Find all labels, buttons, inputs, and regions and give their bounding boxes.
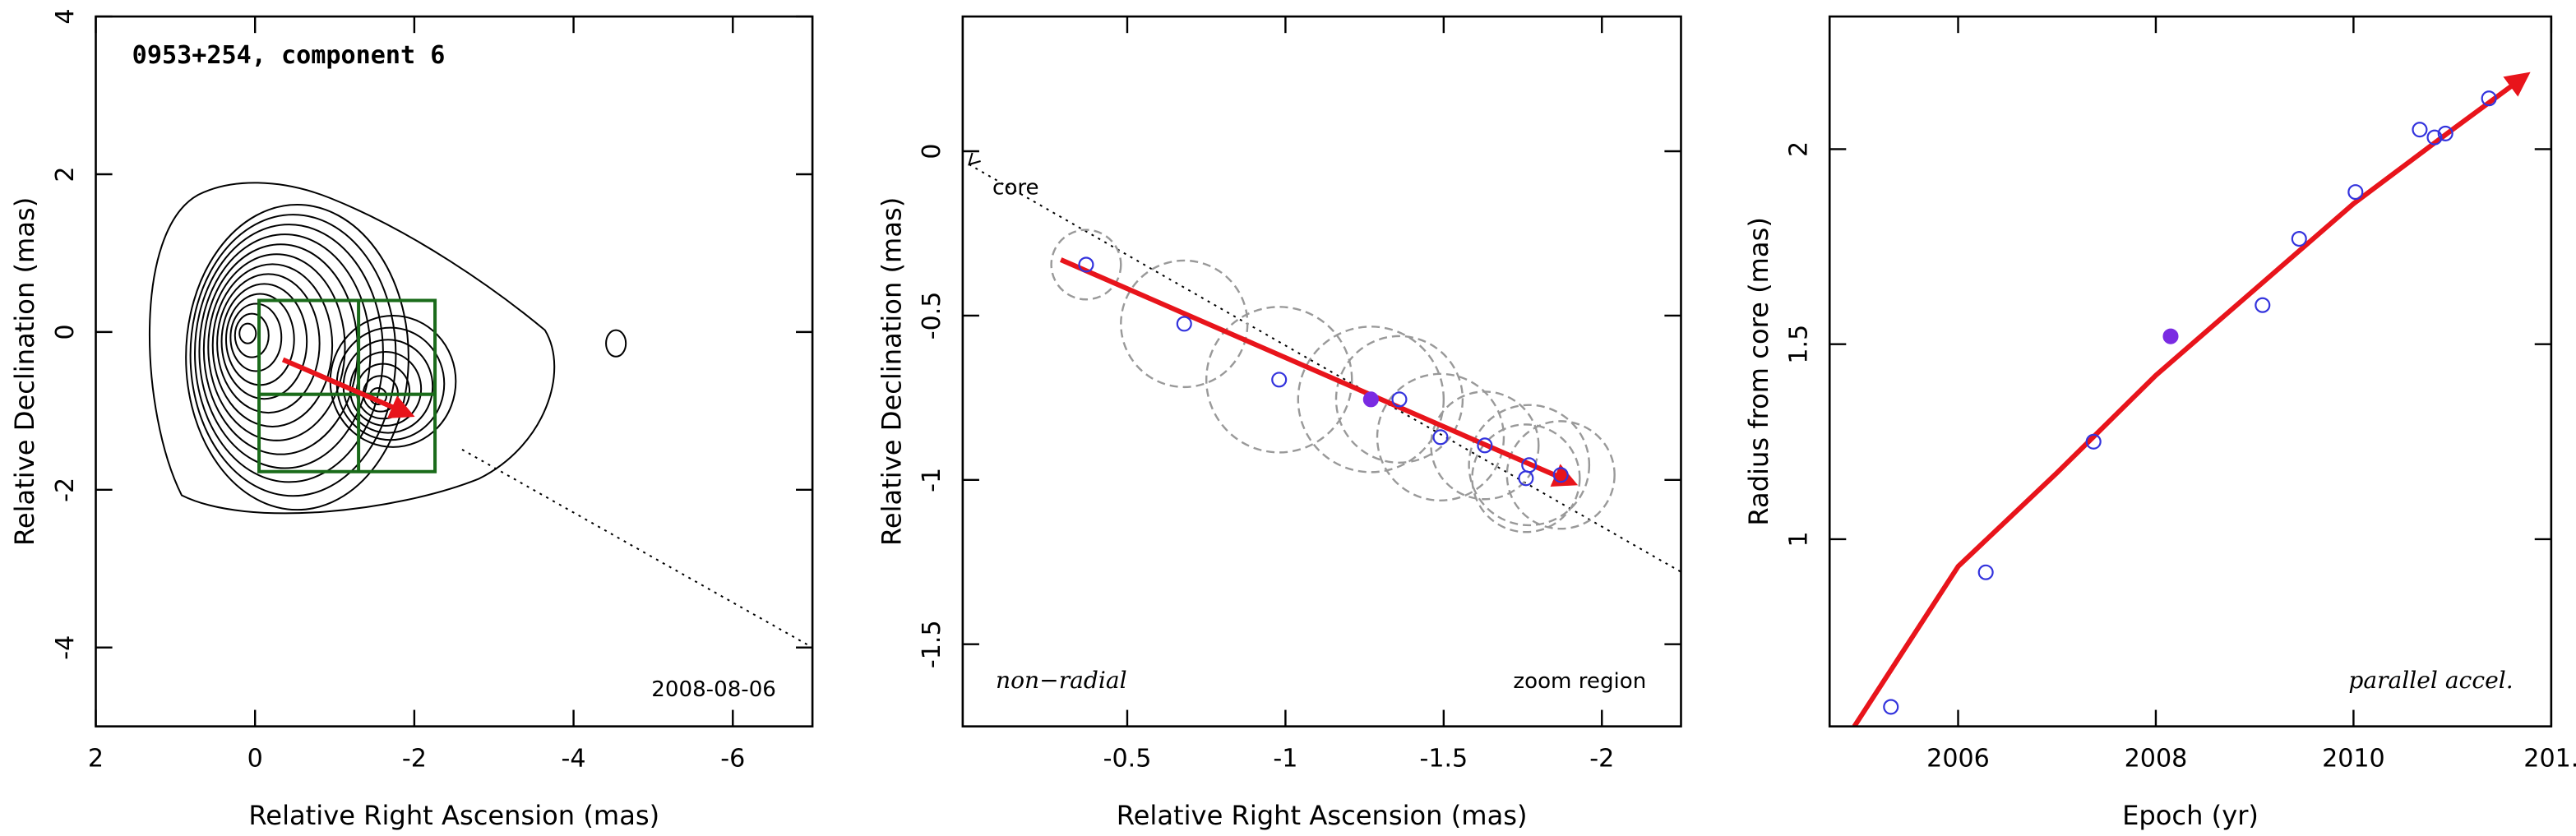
- contour: [148, 182, 556, 515]
- annotation: 2008-08-06: [651, 677, 776, 702]
- data-point: [1518, 470, 1534, 487]
- x-axis-label: Epoch (yr): [2122, 800, 2259, 831]
- data-point: [1271, 372, 1288, 388]
- x-tick-label: -0.5: [1103, 744, 1152, 773]
- error-circle: [1471, 423, 1581, 533]
- y-axis-label: Relative Declination (mas): [9, 197, 40, 546]
- x-tick-label: -1: [1273, 744, 1297, 773]
- data-point: [2162, 328, 2179, 344]
- x-tick-label: -2: [1589, 744, 1614, 773]
- frame: [95, 15, 814, 727]
- error-circle: [1430, 390, 1540, 501]
- error-circle: [1120, 259, 1249, 389]
- core-line: [969, 164, 1681, 573]
- contour: [605, 329, 627, 358]
- x-axis-label: Relative Right Ascension (mas): [248, 800, 659, 831]
- data-point: [1883, 699, 1899, 715]
- y-tick-label: 2: [51, 166, 80, 182]
- x-tick-label: 2006: [1926, 744, 1990, 773]
- data-point: [2347, 184, 2364, 201]
- data-point: [2291, 231, 2307, 247]
- contour: [189, 214, 397, 497]
- y-tick-label: 0: [918, 143, 946, 159]
- y-tick-label: 1: [1785, 531, 1814, 547]
- frame: [961, 15, 1682, 727]
- data-point: [1391, 391, 1408, 408]
- panel: -0.5 -1 -1.5 -2 -1.5 -1 -0.5 0 Relative Right As…: [876, 15, 1682, 831]
- y-tick-label: 0: [51, 324, 80, 339]
- plot-area: [148, 182, 813, 649]
- error-circle: [1050, 229, 1122, 301]
- x-tick-label: -4: [562, 744, 586, 773]
- contour: [207, 253, 346, 441]
- contour: [234, 312, 270, 358]
- annotation: core: [992, 175, 1039, 200]
- error-circle: [1376, 372, 1505, 502]
- contour: [238, 322, 257, 344]
- error-circle: [1334, 335, 1464, 464]
- x-tick-label: -2: [402, 744, 427, 773]
- error-circle: [1297, 326, 1445, 473]
- error-circle: [1468, 404, 1591, 527]
- data-point: [2085, 433, 2102, 450]
- y-tick-label: 4: [51, 8, 80, 24]
- y-tick-label: 1.5: [1785, 325, 1814, 364]
- annotation: non−radial: [996, 667, 1127, 694]
- y-tick-label: -2: [51, 478, 80, 502]
- y-axis-label: Radius from core (mas): [1743, 217, 1774, 525]
- data-point: [1176, 316, 1192, 332]
- annotation: zoom region: [1513, 669, 1646, 694]
- contour: [194, 224, 384, 483]
- x-tick-label: 0: [247, 744, 263, 773]
- x-tick-label: 2008: [2125, 744, 2188, 773]
- data-point: [1477, 437, 1493, 454]
- data-point: [2412, 122, 2428, 138]
- zoom-box: [257, 298, 437, 473]
- contour: [216, 273, 321, 414]
- x-tick-label: 2: [88, 744, 104, 773]
- contour: [220, 283, 308, 400]
- arrow: [1059, 257, 1579, 487]
- arrow: [281, 357, 415, 418]
- plot-area: [968, 152, 1681, 573]
- y-tick-label: -1.5: [918, 620, 946, 668]
- annotation: parallel accel.: [2348, 667, 2513, 694]
- contour: [211, 263, 334, 427]
- core-line: [461, 448, 813, 649]
- data-point: [1362, 391, 1379, 408]
- data-point: [2437, 125, 2453, 141]
- x-tick-label: 2010: [2322, 744, 2385, 773]
- data-point: [2426, 129, 2443, 145]
- y-tick-label: -4: [51, 635, 80, 660]
- y-tick-label: -0.5: [918, 292, 946, 340]
- contour: [229, 303, 283, 372]
- arrow: [1852, 72, 2531, 727]
- data-point: [2255, 297, 2271, 313]
- data-point: [1552, 467, 1569, 483]
- y-tick-label: 2: [1785, 141, 1814, 157]
- error-circle: [1205, 306, 1353, 454]
- panel: 2006 2008 2010 201. 1 1.5 2 Epoch (yr) Radius fr…: [1743, 15, 2576, 831]
- x-axis-label: Relative Right Ascension (mas): [1117, 800, 1528, 831]
- x-tick-label: -6: [720, 744, 745, 773]
- panel: 2 0 -2 -4 -6 -4 -2 0 2 4 Relative Right Ascension …: [9, 8, 814, 831]
- x-tick-label: -1.5: [1419, 744, 1468, 773]
- data-point: [1977, 564, 1994, 580]
- plot-area: [1852, 72, 2531, 727]
- data-point: [1432, 429, 1449, 446]
- chart-title: 0953+254, component 6: [132, 41, 446, 70]
- frame: [1828, 15, 2553, 727]
- data-point: [1078, 256, 1094, 273]
- error-circle: [1505, 420, 1616, 530]
- contour: [198, 233, 372, 469]
- core-arrowhead: [968, 152, 981, 166]
- x-tick-label: 201.: [2523, 744, 2576, 773]
- data-point: [2481, 90, 2497, 107]
- y-axis-label: Relative Declination (mas): [876, 197, 908, 546]
- y-tick-label: -1: [918, 468, 946, 492]
- contour: [185, 204, 409, 511]
